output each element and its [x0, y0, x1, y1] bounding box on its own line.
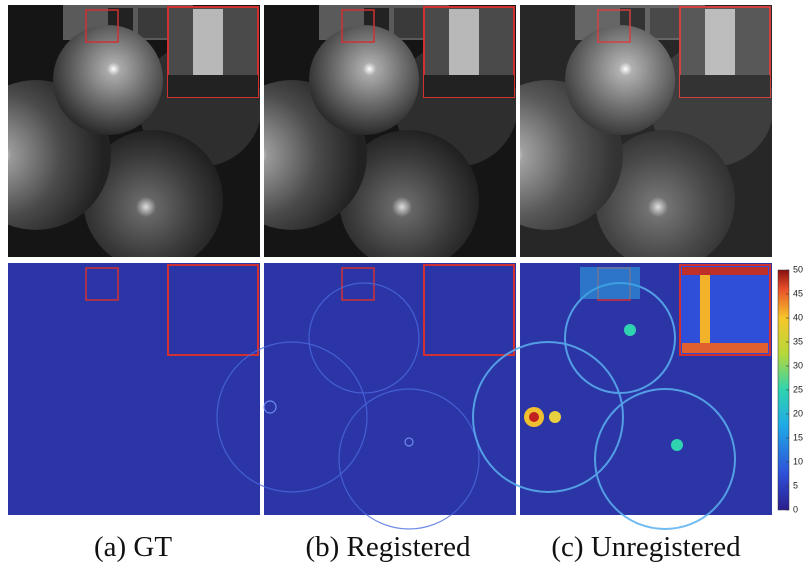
haze — [520, 5, 772, 257]
photo-row — [0, 5, 774, 270]
colorbar-tick-label: 15 — [793, 432, 803, 442]
figure: 0 5 10 15 20 25 30 35 40 45 50 (a) GT (b) Register… — [0, 0, 812, 567]
caption: (b) Registered — [305, 531, 471, 563]
colorbar-tick-label: 40 — [793, 312, 803, 322]
colorbar-tick-label: 25 — [793, 384, 803, 394]
caption: (c) Unregistered — [551, 531, 741, 563]
image-gt — [0, 5, 262, 270]
caption: (a) GT — [94, 531, 172, 563]
colorbar-tick-label: 45 — [793, 288, 803, 298]
colorbar-tick-label: 30 — [793, 360, 803, 370]
colorbar-tick-label: 20 — [793, 408, 803, 418]
colorbar-tick-label: 5 — [793, 480, 798, 490]
colorbar-tick-label: 35 — [793, 336, 803, 346]
captions: (a) GT (b) Registered (c) Unregistered — [94, 531, 741, 563]
error-row — [8, 263, 772, 529]
image-registered — [217, 5, 518, 270]
colorbar: 0 5 10 15 20 25 30 35 40 45 50 — [778, 264, 803, 514]
colorbar-tick-label: 50 — [793, 264, 803, 274]
colorbar-tick-label: 0 — [793, 504, 798, 514]
colorbar-tick-label: 10 — [793, 456, 803, 466]
